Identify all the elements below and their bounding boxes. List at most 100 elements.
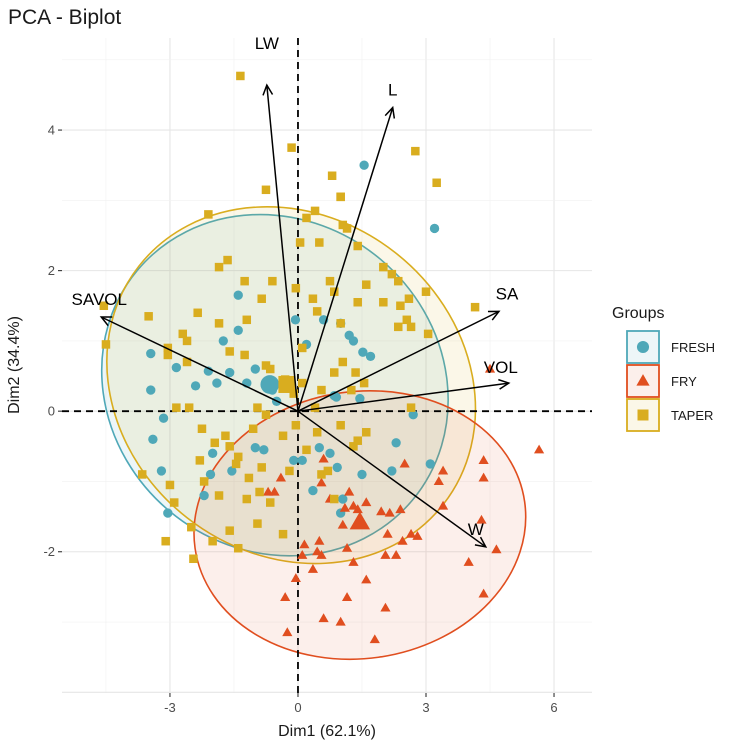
point-taper bbox=[310, 206, 320, 216]
point-taper bbox=[353, 297, 362, 307]
chart-title: PCA - Biplot bbox=[8, 6, 121, 29]
point-fresh bbox=[425, 459, 435, 469]
y-tick-label: 2 bbox=[48, 263, 55, 278]
point-fresh bbox=[338, 494, 348, 504]
point-fresh bbox=[325, 448, 335, 459]
point-taper bbox=[195, 456, 205, 465]
point-taper bbox=[291, 420, 301, 430]
point-fresh bbox=[314, 443, 324, 453]
point-taper bbox=[208, 536, 217, 546]
point-taper bbox=[310, 403, 320, 412]
point-fry bbox=[269, 486, 280, 496]
variable-label: LW bbox=[255, 34, 279, 53]
point-fresh bbox=[158, 413, 169, 423]
y-tick-label: 0 bbox=[48, 404, 55, 419]
point-fresh bbox=[212, 378, 222, 388]
legend-square-icon bbox=[637, 409, 649, 421]
variable-label: SAVOL bbox=[72, 290, 127, 309]
legend-label: TAPER bbox=[671, 408, 713, 423]
point-fry bbox=[376, 506, 387, 516]
point-fry bbox=[463, 557, 474, 566]
point-taper bbox=[242, 494, 252, 504]
point-taper bbox=[379, 262, 388, 272]
arrow-head bbox=[262, 83, 274, 96]
point-taper bbox=[255, 487, 264, 497]
point-fry bbox=[405, 528, 417, 538]
point-taper bbox=[184, 403, 194, 412]
point-taper bbox=[359, 378, 369, 388]
point-taper bbox=[330, 287, 339, 296]
point-fresh bbox=[289, 455, 299, 466]
point-taper bbox=[268, 276, 277, 286]
point-taper bbox=[187, 522, 196, 532]
point-fresh bbox=[355, 393, 365, 404]
point-fry bbox=[380, 549, 391, 559]
point-taper bbox=[327, 171, 337, 180]
point-taper bbox=[265, 364, 275, 374]
arrow-shaft bbox=[100, 316, 299, 412]
point-fry bbox=[316, 477, 327, 487]
x-tick-label: 3 bbox=[422, 700, 429, 715]
point-taper bbox=[336, 192, 345, 202]
point-fry bbox=[299, 539, 310, 549]
point-fry bbox=[348, 557, 359, 566]
point-taper bbox=[312, 428, 322, 437]
point-taper bbox=[223, 255, 232, 265]
point-taper bbox=[342, 224, 352, 233]
point-fry bbox=[395, 504, 406, 514]
point-taper bbox=[210, 438, 220, 448]
point-fry bbox=[478, 455, 489, 464]
point-taper bbox=[402, 315, 412, 325]
point-fresh bbox=[163, 508, 173, 518]
point-taper bbox=[165, 480, 175, 490]
point-fry bbox=[399, 458, 410, 468]
point-taper bbox=[189, 554, 198, 564]
arrow-savol: SAVOL bbox=[72, 290, 299, 412]
point-fresh bbox=[171, 362, 182, 373]
legend-label: FRESH bbox=[671, 340, 715, 355]
x-tick-label: 6 bbox=[550, 700, 557, 715]
point-fry bbox=[314, 535, 325, 545]
point-taper bbox=[336, 420, 345, 430]
point-fry bbox=[369, 634, 380, 644]
arrow-l: L bbox=[297, 81, 397, 412]
point-taper bbox=[432, 178, 441, 188]
point-taper bbox=[285, 466, 294, 476]
legend: Groups FRESH FRY TAPER bbox=[612, 305, 715, 432]
variable-label: L bbox=[388, 81, 397, 100]
point-taper bbox=[214, 491, 224, 500]
point-taper bbox=[278, 431, 288, 441]
point-taper bbox=[394, 322, 403, 332]
point-fry bbox=[476, 514, 487, 524]
point-taper bbox=[225, 526, 234, 535]
point-fry bbox=[307, 564, 319, 573]
point-taper bbox=[240, 276, 249, 286]
point-fresh bbox=[332, 462, 342, 473]
point-taper bbox=[308, 294, 318, 303]
point-taper bbox=[351, 368, 360, 377]
point-fry bbox=[361, 497, 372, 507]
point-fry bbox=[337, 519, 348, 529]
point-taper bbox=[182, 357, 192, 367]
point-taper bbox=[214, 319, 224, 328]
x-tick-label: 0 bbox=[294, 700, 301, 715]
point-fry bbox=[318, 613, 329, 623]
point-fry bbox=[344, 486, 355, 496]
point-taper bbox=[178, 329, 188, 339]
point-fresh bbox=[146, 348, 156, 359]
point-fry bbox=[391, 549, 402, 559]
point-taper bbox=[338, 220, 348, 230]
point-fresh bbox=[290, 315, 301, 325]
point-taper bbox=[278, 529, 288, 539]
legend-label: FRY bbox=[671, 374, 697, 389]
point-fresh bbox=[365, 351, 376, 362]
point-taper bbox=[144, 312, 153, 321]
point-fresh bbox=[250, 364, 260, 374]
mean-taper bbox=[278, 375, 296, 393]
point-taper bbox=[261, 361, 271, 370]
point-taper bbox=[242, 315, 252, 325]
point-taper bbox=[353, 436, 362, 445]
point-taper bbox=[197, 424, 207, 434]
legend-item-fresh: FRESH bbox=[626, 330, 715, 364]
point-fresh bbox=[297, 455, 307, 466]
